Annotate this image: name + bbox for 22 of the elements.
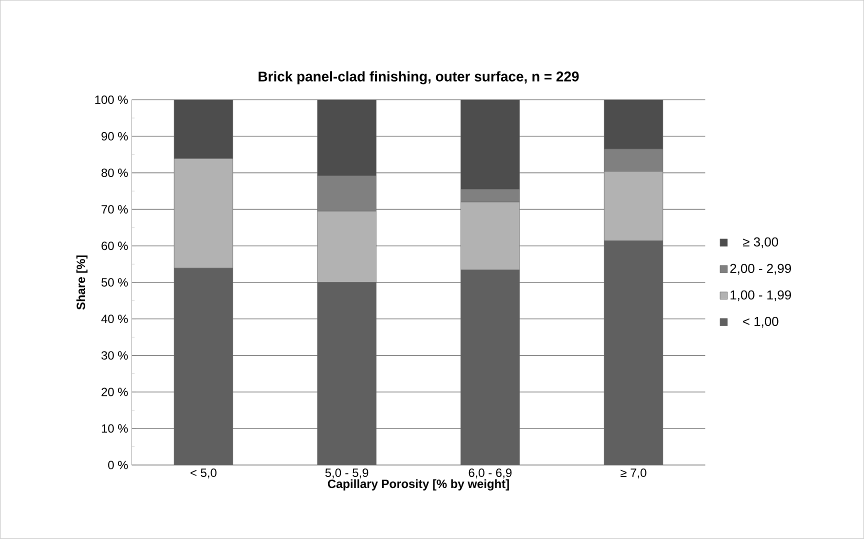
y-tick-label: 50 % [101, 278, 128, 287]
legend-label: 1,00 - 1,99 [730, 290, 791, 302]
y-tick-label: 80 % [102, 168, 128, 178]
legend-label: 2,00 - 2,99 [730, 264, 791, 275]
y-tick-label: 0 % [108, 460, 128, 470]
y-tick-label: 20 % [102, 388, 128, 396]
legend-label: ≥ 3,00 [743, 237, 778, 248]
y-tick-label: 60 % [102, 242, 128, 250]
x-axis-title: Capillary Porosity [% by weight] [328, 479, 509, 491]
y-tick-label: 40 % [101, 314, 128, 324]
y-tick-label: 90 % [102, 132, 128, 141]
y-tick-label: 70 % [102, 205, 128, 214]
y-tick-label: 30 % [101, 351, 128, 360]
x-tick-label: ≥ 7,0 [620, 468, 646, 479]
y-tick-label: 10 % [102, 424, 128, 433]
y-tick-label: 100 % [95, 96, 128, 104]
x-tick-label: 6,0 - 6,9 [468, 468, 512, 479]
x-tick-label: 5,0 - 5,9 [325, 468, 368, 479]
legend-label: < 1,00 [743, 316, 778, 328]
x-tick-label: < 5,0 [190, 468, 216, 479]
y-axis-title: Share [%] [76, 256, 88, 310]
chart-title: Brick panel-clad finishing, outer surface, n = 229 [258, 71, 579, 84]
